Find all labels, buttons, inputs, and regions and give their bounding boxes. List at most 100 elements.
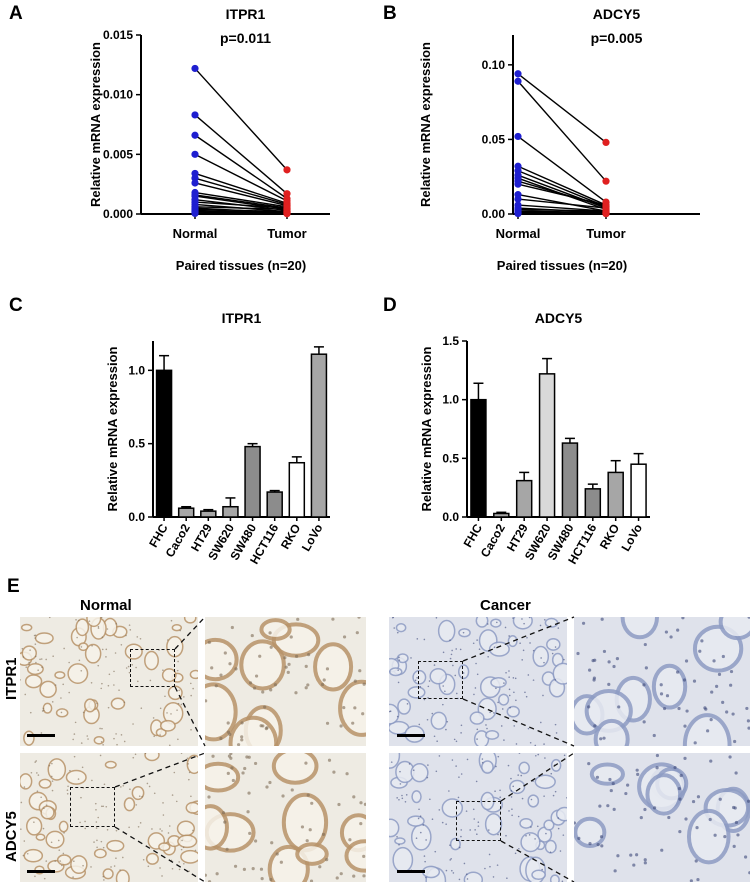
zoom-box (456, 801, 501, 841)
y-tick-label: 0.0 (442, 510, 459, 524)
pair-line (517, 204, 607, 212)
bar (561, 442, 579, 518)
y-tick-label: 0.000 (103, 207, 133, 221)
x-tick-label: Normal (173, 226, 218, 241)
tissue-texture (20, 617, 198, 746)
pair-line (194, 67, 288, 171)
normal-label: Normal (80, 597, 132, 614)
panel-letter-b: B (383, 3, 397, 24)
pair-line (517, 165, 607, 206)
normal-point (191, 209, 199, 218)
panel-letter-a: A (9, 3, 23, 24)
x-tick-label: LoVo (299, 522, 326, 554)
tumor-point (602, 177, 610, 185)
bar (177, 507, 195, 518)
y-tick-label: 0.010 (103, 88, 133, 102)
chart-title: ADCY5 (593, 6, 641, 22)
panel-letter-e: E (7, 576, 20, 597)
tumor-point (283, 210, 291, 218)
pair-line (194, 208, 288, 213)
y-tick-label: 0.5 (128, 437, 145, 451)
scale-bar (397, 734, 425, 737)
zoom-box (130, 649, 175, 687)
y-tick-label: 0.5 (442, 451, 459, 465)
x-axis-label: Paired tissues (n=20) (176, 258, 306, 273)
bar (200, 510, 217, 518)
bar (538, 373, 556, 518)
bar (493, 512, 510, 518)
pair-line (194, 172, 288, 204)
scale-bar (27, 734, 55, 737)
cancer-itpr1-overview (389, 617, 567, 746)
zoom-box (418, 661, 463, 699)
pair-line (194, 114, 288, 195)
bar (630, 463, 647, 518)
normal-point (514, 77, 522, 85)
chart-title: ITPR1 (222, 310, 262, 326)
normal-point (191, 131, 199, 139)
normal-point (191, 150, 199, 158)
tissue-texture (205, 753, 366, 882)
tissue-texture (389, 753, 567, 882)
y-tick-label: 1.0 (442, 393, 459, 407)
tissue-texture (389, 617, 567, 746)
y-tick-label: 0.00 (482, 207, 506, 221)
normal-point (514, 70, 522, 78)
normal-point (514, 209, 522, 218)
normal-adcy5-overview (20, 753, 198, 882)
normal-point (191, 111, 199, 119)
pair-line (517, 80, 607, 182)
chart-title: ADCY5 (535, 310, 583, 326)
bar (607, 471, 624, 518)
cancer-adcy5-overview (389, 753, 567, 882)
bar (266, 491, 283, 518)
pair-line (517, 183, 607, 206)
y-tick-label: 0.10 (482, 58, 506, 72)
cancer-itpr1-zoom (574, 617, 750, 746)
p-value-annotation: p=0.011 (220, 30, 271, 46)
pair-line (517, 180, 607, 208)
normal-point (514, 195, 522, 203)
tumor-point (283, 166, 291, 174)
y-tick-label: 0.0 (128, 510, 145, 524)
bar (288, 461, 306, 518)
panel-letter-d: D (383, 295, 397, 316)
zoom-connectors (114, 616, 575, 882)
pair-line (517, 208, 607, 212)
bar (155, 369, 173, 518)
x-tick-label: Tumor (267, 226, 306, 241)
pair-line (194, 134, 288, 200)
y-tick-label: 0.005 (103, 147, 133, 161)
bar (515, 479, 533, 518)
bar (310, 353, 328, 518)
normal-point (514, 180, 522, 188)
pair-line (194, 201, 288, 209)
cancer-adcy5-zoom (574, 753, 750, 882)
tumor-point (602, 138, 610, 146)
y-tick-label: 0.015 (103, 28, 133, 42)
normal-point (191, 179, 199, 187)
x-tick-label: Normal (496, 226, 541, 241)
y-tick-label: 1.0 (128, 363, 145, 377)
scale-bar (27, 870, 55, 873)
chart-title: ITPR1 (226, 6, 266, 22)
y-axis-label: Relative mRNA expression (105, 346, 120, 511)
pair-line (517, 193, 607, 212)
tissue-texture (20, 753, 198, 882)
bar (584, 488, 602, 518)
y-axis-label: Relative mRNA expression (418, 42, 433, 207)
pair-line (517, 170, 607, 208)
zoom-box (70, 787, 115, 827)
bar (244, 445, 261, 518)
y-axis-label: Relative mRNA expression (419, 346, 434, 511)
normal-itpr1-zoom (205, 617, 366, 746)
scale-bar (397, 870, 425, 873)
bar (222, 505, 239, 518)
pair-line (194, 194, 288, 209)
pair-line (517, 135, 607, 203)
tumor-point (602, 210, 610, 218)
x-tick-label: Tumor (586, 226, 625, 241)
y-axis-label: Relative mRNA expression (88, 42, 103, 207)
pair-line (194, 206, 288, 210)
pair-line (194, 153, 288, 202)
